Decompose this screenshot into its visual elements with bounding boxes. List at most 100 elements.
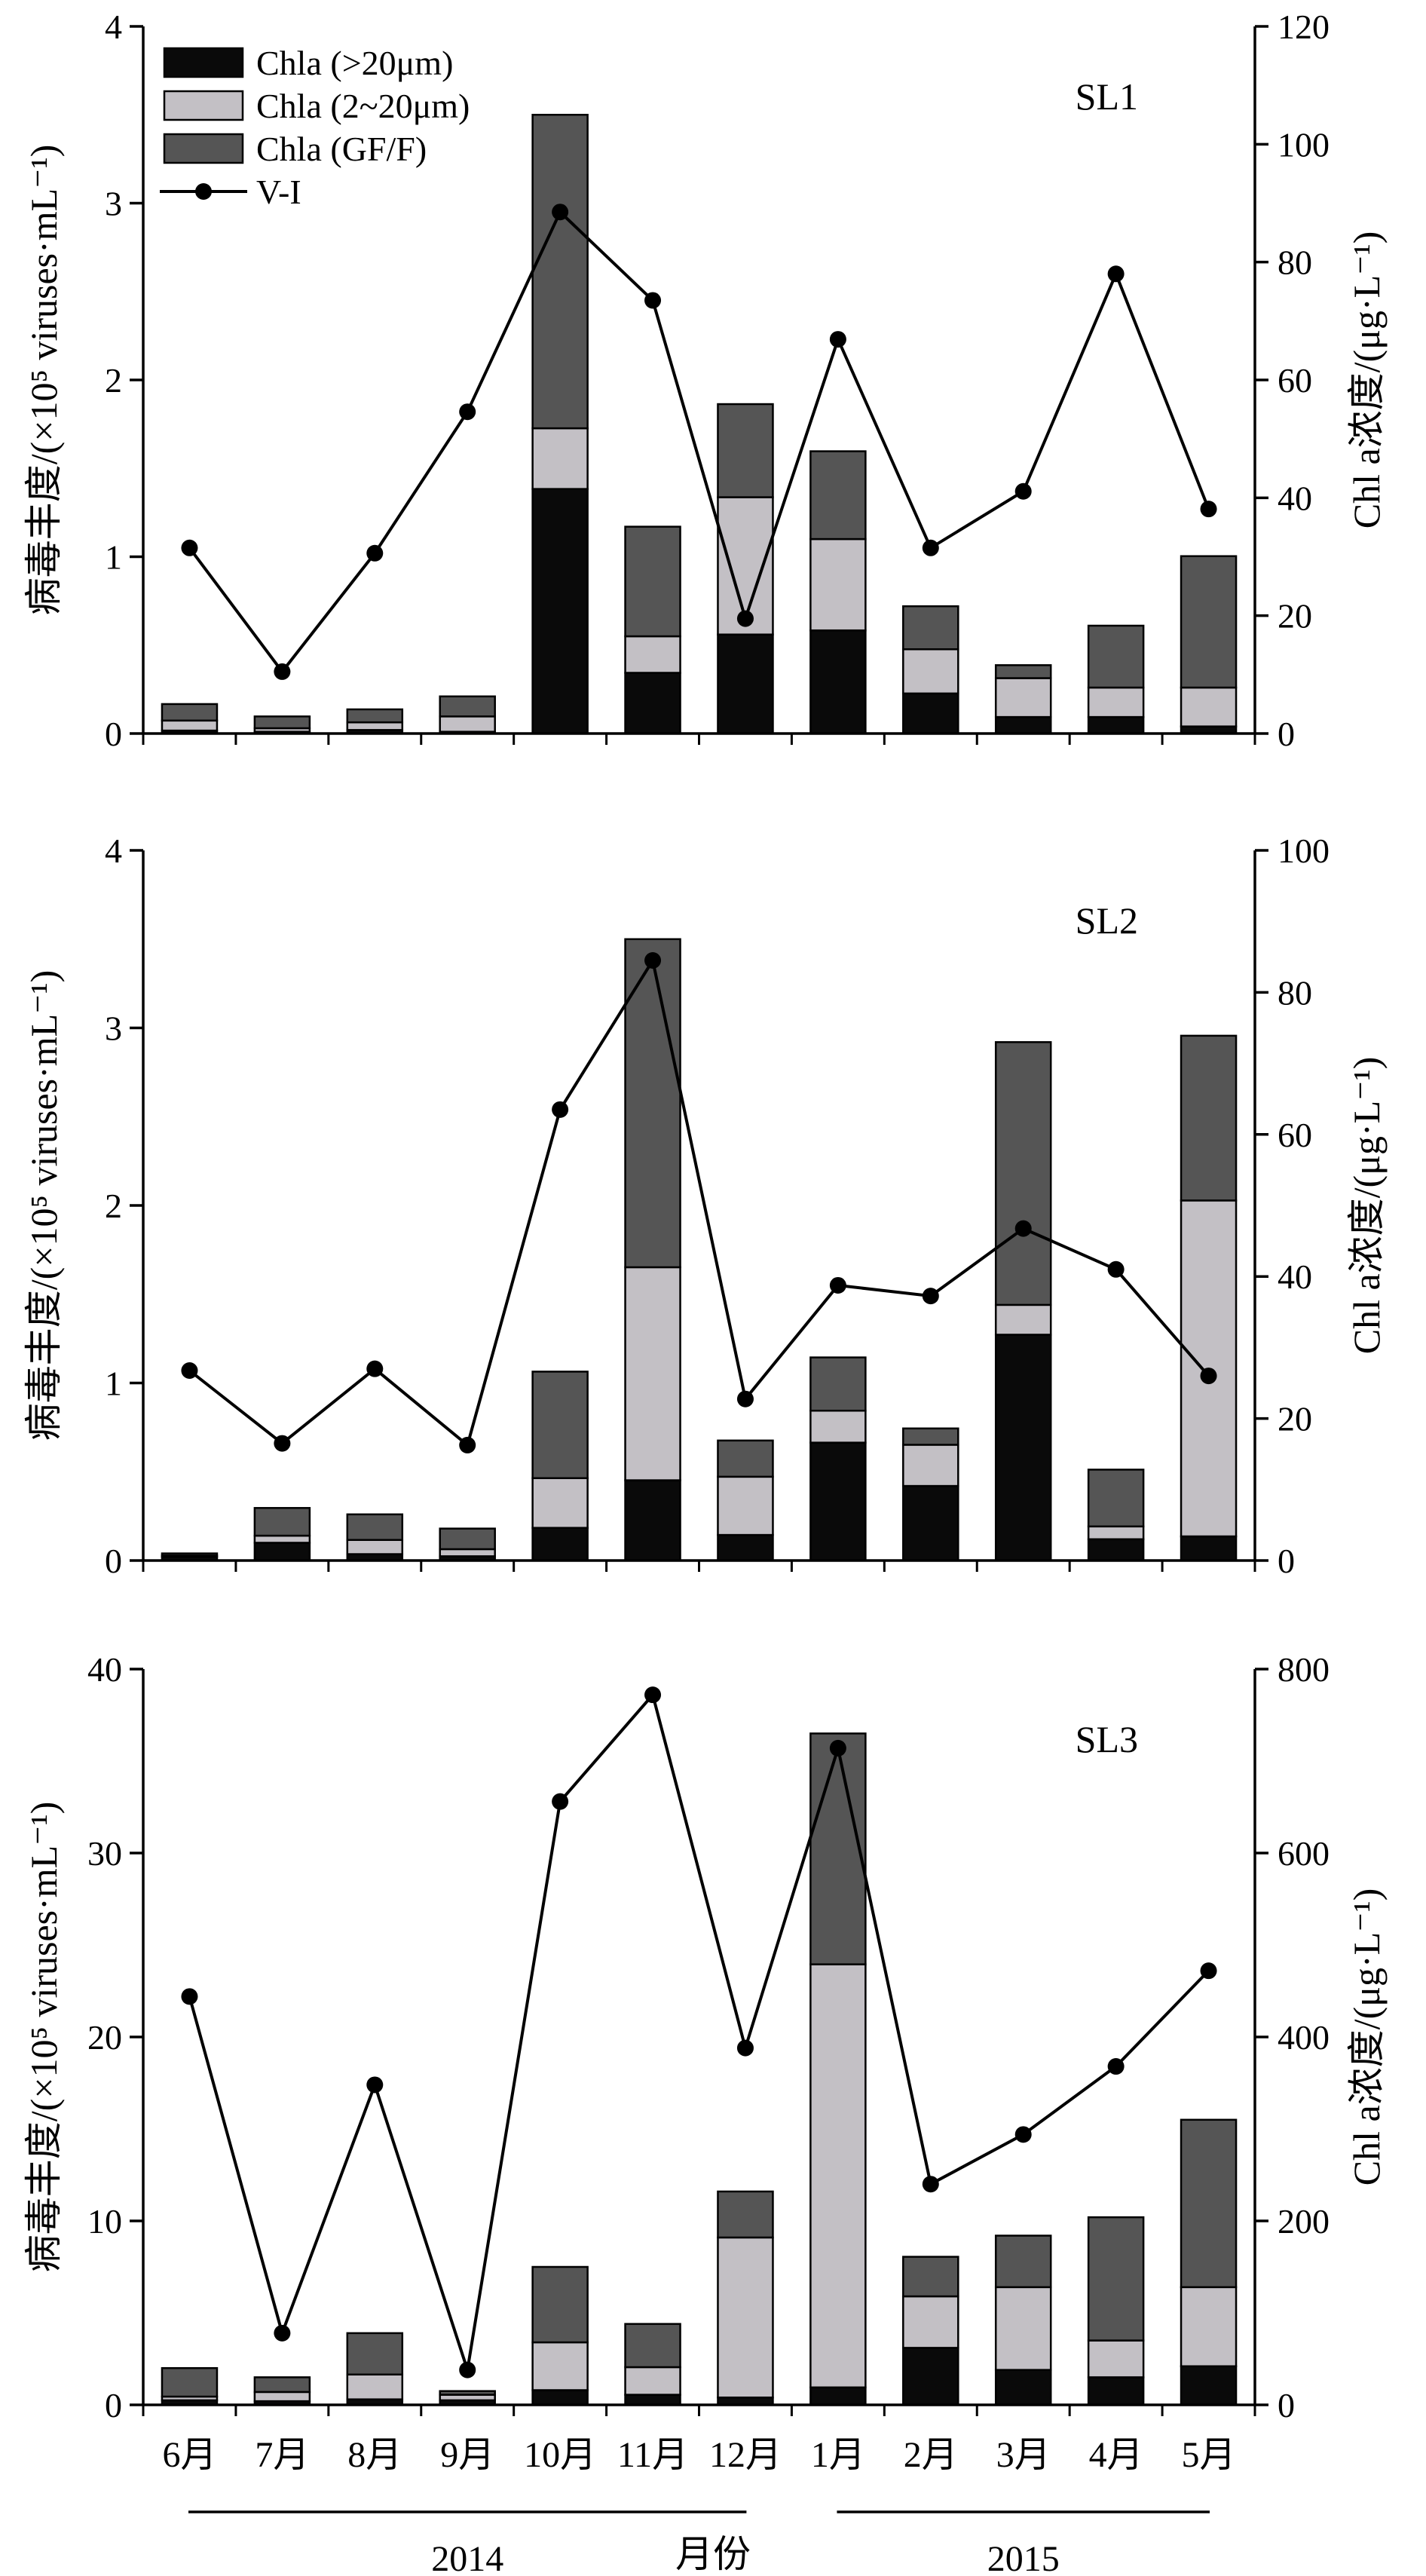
left-tick-label: 40 (87, 1650, 122, 1689)
bar-chla-2-20-m--11 (1180, 2286, 1238, 2368)
bar-chla-gf-f--8 (902, 605, 959, 651)
bar-chla-gf-f--8 (902, 2256, 959, 2298)
vi-point-6 (736, 1390, 754, 1407)
bar-chla-gf-f--1 (253, 715, 311, 730)
bar-chla-20-m--1 (253, 1542, 311, 1562)
bar-chla-2-20-m--3 (439, 715, 496, 733)
bar-chla-gf-f--3 (439, 2390, 496, 2396)
bar-chla-2-20-m--4 (531, 427, 589, 490)
bar-chla-2-20-m--2 (346, 2373, 404, 2400)
bar-chla-2-20-m--8 (902, 1444, 959, 1487)
bar-chla-2-20-m--6 (717, 2236, 774, 2399)
legend-line-marker (195, 183, 212, 200)
x-tick-label-7: 1月 (811, 2435, 865, 2475)
vi-point-5 (644, 952, 662, 969)
bar-chla-2-20-m--5 (624, 2366, 681, 2396)
bar-chla-20-m--8 (902, 692, 959, 735)
legend-swatch-2 (163, 133, 244, 164)
bar-chla-gf-f--10 (1087, 2216, 1145, 2342)
bar-chla-2-20-m--5 (624, 635, 681, 674)
left-tick-label: 4 (105, 8, 122, 46)
right-tick-label: 800 (1278, 1650, 1330, 1689)
vi-point-11 (1200, 501, 1217, 518)
right-tick-label: 80 (1278, 244, 1312, 282)
bar-chla-gf-f--0 (161, 703, 219, 722)
bar-chla-2-20-m--3 (439, 1548, 496, 1558)
vi-point-10 (1107, 2058, 1125, 2075)
bar-chla-20-m--5 (624, 1479, 681, 1562)
bar-chla-gf-f--5 (624, 525, 681, 638)
panel-label: SL2 (1076, 899, 1138, 942)
bar-chla-20-m--10 (1087, 2376, 1145, 2406)
left-tick-label: 4 (105, 832, 122, 870)
left-tick-label: 1 (105, 538, 122, 577)
bar-chla-20-m--5 (624, 2394, 681, 2406)
vi-point-6 (736, 610, 754, 627)
bar-chla-2-20-m--6 (717, 1475, 774, 1536)
x-tick-label-5: 11月 (617, 2435, 688, 2475)
bar-chla-gf-f--2 (346, 1513, 404, 1541)
bar-chla-2-20-m--2 (346, 1539, 404, 1555)
bar-chla-gf-f--5 (624, 2323, 681, 2369)
vi-point-7 (829, 1739, 846, 1757)
right-tick-label: 400 (1278, 2018, 1330, 2057)
right-tick-label: 20 (1278, 1400, 1312, 1438)
vi-point-0 (181, 539, 198, 556)
legend: Chla (>20μm) Chla (2~20μm) Chla (GF/F) V-I (160, 44, 470, 211)
right-tick-label: 60 (1278, 1116, 1312, 1154)
vi-point-2 (366, 1360, 384, 1377)
x-tick-label-2: 8月 (347, 2435, 402, 2475)
left-tick-label: 10 (87, 2202, 122, 2241)
bar-chla-gf-f--9 (994, 664, 1052, 679)
vi-point-7 (829, 331, 846, 348)
bar-chla-2-20-m--9 (994, 1303, 1052, 1336)
bar-chla-2-20-m--0 (161, 719, 219, 732)
left-tick-label: 3 (105, 1009, 122, 1048)
vi-point-11 (1200, 1962, 1217, 1980)
bar-chla-20-m--10 (1087, 715, 1145, 735)
bar-chla-20-m--8 (902, 1484, 959, 1562)
right-tick-label: 600 (1278, 1834, 1330, 1873)
bar-chla-gf-f--4 (531, 1371, 589, 1479)
left-axis-label: 病毒丰度/(×10⁵ viruses·mL⁻¹) (23, 1802, 65, 2272)
bar-chla-gf-f--11 (1180, 1034, 1238, 1202)
right-tick-label: 60 (1278, 361, 1312, 400)
right-tick-label: 0 (1278, 2386, 1295, 2424)
vi-line (188, 209, 1210, 675)
bar-chla-2-20-m--10 (1087, 686, 1145, 718)
bar-chla-20-m--11 (1180, 2365, 1238, 2406)
bar-chla-2-20-m--8 (902, 648, 959, 695)
x-tick-label-6: 12月 (709, 2435, 782, 2475)
bar-chla-gf-f--6 (717, 2190, 774, 2239)
vi-point-9 (1014, 2126, 1032, 2143)
x-tick-label-9: 3月 (996, 2435, 1051, 2475)
bar-chla-20-m--10 (1087, 1538, 1145, 1562)
bar-chla-2-20-m--2 (346, 721, 404, 731)
vi-point-8 (922, 2176, 939, 2193)
vi-point-11 (1200, 1368, 1217, 1385)
vi-point-9 (1014, 1220, 1032, 1237)
right-tick-label: 40 (1278, 479, 1312, 517)
bar-chla-gf-f--3 (439, 695, 496, 718)
right-axis-label: Chl a浓度/(μg·L⁻¹) (1345, 231, 1388, 529)
left-tick-label: 2 (105, 361, 122, 400)
bar-chla-gf-f--3 (439, 1527, 496, 1551)
bar-chla-gf-f--2 (346, 708, 404, 724)
vi-point-4 (552, 1793, 569, 1810)
vi-point-4 (552, 1101, 569, 1118)
legend-label-1: Chla (2~20μm) (256, 87, 470, 125)
bar-chla-gf-f--1 (253, 2376, 311, 2394)
vi-point-7 (829, 1276, 846, 1294)
panel-label: SL1 (1076, 75, 1138, 118)
left-axis-label: 病毒丰度/(×10⁵ viruses·mL⁻¹) (23, 145, 65, 615)
vi-point-6 (736, 2039, 754, 2057)
bar-chla-20-m--4 (531, 2389, 589, 2406)
vi-point-0 (181, 1362, 198, 1380)
right-tick-label: 100 (1278, 125, 1330, 164)
vi-point-1 (274, 2324, 291, 2342)
bar-chla-gf-f--9 (994, 1041, 1052, 1306)
bar-chla-2-20-m--7 (809, 1409, 867, 1444)
bar-chla-gf-f--4 (531, 2265, 589, 2344)
bar-chla-20-m--5 (624, 672, 681, 735)
